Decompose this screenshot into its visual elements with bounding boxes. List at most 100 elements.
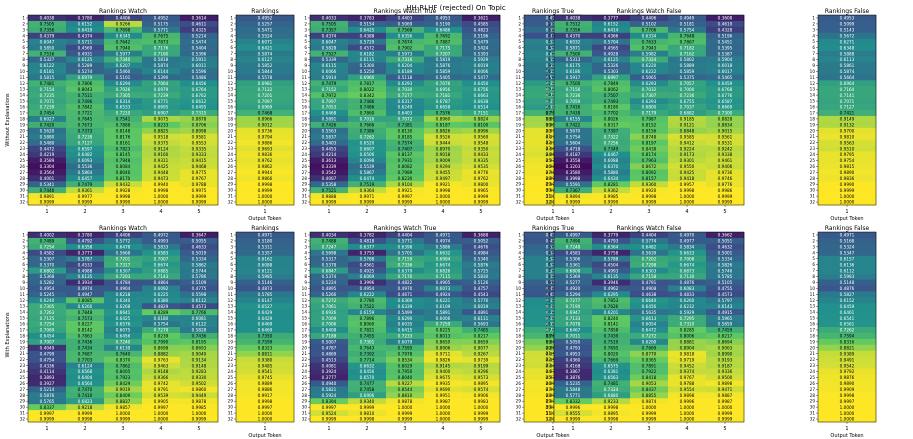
y-tick-label: 4 bbox=[548, 33, 551, 38]
y-tick-label: 1 bbox=[518, 15, 521, 20]
heatmap-cell bbox=[554, 344, 593, 352]
heatmap-cell bbox=[424, 261, 463, 268]
heatmap-cell bbox=[668, 362, 707, 369]
y-tick-label: 23 bbox=[810, 146, 816, 151]
heatmap-cell bbox=[348, 291, 387, 298]
heatmap-cell bbox=[462, 110, 501, 117]
heatmap-cell bbox=[66, 243, 105, 251]
heatmap-cell bbox=[554, 327, 593, 334]
heatmap-cell bbox=[462, 151, 501, 158]
cell-value-label: 0.7381 bbox=[398, 123, 413, 128]
heatmap-cell bbox=[592, 285, 631, 292]
heatmap-cell bbox=[142, 321, 181, 328]
cell-value-label: 0.5852 bbox=[258, 63, 273, 68]
y-tick-label: 23 bbox=[302, 363, 308, 368]
y-tick-label: 10 bbox=[516, 286, 522, 291]
heatmap-cell bbox=[462, 15, 501, 22]
heatmap-cell bbox=[142, 303, 181, 310]
heatmap-cell bbox=[66, 368, 105, 375]
cell-value-label: 0.7259 bbox=[436, 322, 451, 327]
cell-value-label: 0.6469 bbox=[258, 328, 273, 333]
heatmap-cell bbox=[706, 56, 745, 63]
cell-value-label: 0.5620 bbox=[40, 128, 55, 133]
cell-value-label: 0.7950 bbox=[398, 369, 413, 374]
x-axis-label: Output Token bbox=[830, 216, 863, 222]
y-tick-label: 9 bbox=[548, 280, 551, 285]
heatmap-cell bbox=[66, 50, 105, 57]
cell-value-label: 0.5306 bbox=[566, 256, 581, 261]
heatmap-cell bbox=[554, 368, 593, 375]
cell-value-label: 0.4374 bbox=[322, 33, 337, 38]
cell-value-label: 1.0000 bbox=[840, 200, 855, 205]
heatmap-cell bbox=[668, 110, 707, 117]
heatmap-cell bbox=[310, 169, 349, 176]
cell-value-label: 0.9461 bbox=[718, 158, 733, 163]
cell-value-label: 0.9957 bbox=[680, 182, 695, 187]
cell-value-label: 0.9999 bbox=[642, 417, 657, 422]
heatmap-cell bbox=[104, 273, 143, 280]
cell-value-label: 0.4993 bbox=[154, 239, 169, 244]
cell-value-label: 0.8810 bbox=[398, 393, 413, 398]
y-tick-label: 16 bbox=[20, 322, 26, 327]
heatmap-cell bbox=[180, 410, 219, 417]
heatmap-cell bbox=[104, 26, 143, 34]
y-tick-label: 24 bbox=[810, 152, 816, 157]
cell-value-label: 0.6018 bbox=[718, 63, 733, 68]
heatmap-cell bbox=[462, 181, 501, 188]
heatmap-cell bbox=[630, 338, 669, 346]
heatmap-cell bbox=[180, 50, 219, 57]
cell-value-label: 0.7356 bbox=[40, 28, 55, 33]
cell-value-label: 0.7673 bbox=[78, 123, 93, 128]
cell-value-label: 0.5725 bbox=[474, 268, 489, 273]
cell-value-label: 0.5786 bbox=[192, 274, 207, 279]
y-tick-label: 19 bbox=[228, 339, 234, 344]
y-tick-label: 24 bbox=[228, 152, 234, 157]
heatmap-cell bbox=[348, 121, 387, 129]
cell-value-label: 0.5387 bbox=[718, 51, 733, 56]
y-tick-label: 24 bbox=[20, 369, 26, 374]
heatmap-cell bbox=[66, 255, 105, 262]
heatmap-cell bbox=[142, 237, 181, 245]
heatmap-cell bbox=[462, 232, 501, 239]
cell-value-label: 0.7203 bbox=[116, 274, 131, 279]
cell-value-label: 0.8225 bbox=[436, 328, 451, 333]
y-tick-label: 16 bbox=[228, 322, 234, 327]
heatmap-cell bbox=[236, 332, 295, 340]
y-tick-label: 8 bbox=[548, 274, 551, 279]
y-tick-label: 26 bbox=[546, 164, 552, 169]
cell-value-label: 0.4952 bbox=[154, 16, 169, 21]
cell-value-label: 0.8659 bbox=[474, 340, 489, 345]
cell-value-label: 0.4671 bbox=[398, 292, 413, 297]
heatmap-cell bbox=[462, 20, 501, 28]
cell-value-label: 0.5250 bbox=[360, 69, 375, 74]
cell-value-label: 0.4504 bbox=[604, 262, 619, 267]
heatmap-cell bbox=[818, 327, 877, 334]
heatmap-cell bbox=[592, 368, 631, 375]
heatmap-cell bbox=[180, 44, 219, 51]
heatmap-cell bbox=[706, 243, 745, 251]
heatmap-cell bbox=[236, 98, 295, 105]
cell-value-label: 0.9548 bbox=[474, 140, 489, 145]
heatmap-cell bbox=[348, 104, 387, 111]
cell-value-label: 0.9762 bbox=[258, 158, 273, 163]
cell-value-label: 0.5375 bbox=[680, 75, 695, 80]
heatmap-cell bbox=[630, 362, 669, 369]
cell-value-label: 0.6506 bbox=[360, 152, 375, 157]
cell-value-label: 0.7392 bbox=[360, 351, 375, 356]
heatmap-cell bbox=[142, 255, 181, 262]
heatmap-cell bbox=[66, 145, 105, 152]
cell-value-label: 0.7277 bbox=[566, 298, 581, 303]
cell-value-label: 1.0000 bbox=[116, 411, 131, 416]
cell-value-label: 0.5143 bbox=[840, 28, 855, 33]
cell-value-label: 0.3608 bbox=[718, 16, 733, 21]
cell-value-label: 0.6873 bbox=[680, 268, 695, 273]
heatmap-cell bbox=[180, 32, 219, 40]
heatmap-cell bbox=[668, 315, 707, 322]
cell-value-label: 0.7272 bbox=[322, 298, 337, 303]
heatmap-cell bbox=[818, 249, 877, 257]
y-tick-label: 28 bbox=[20, 393, 26, 398]
cell-value-label: 0.7141 bbox=[840, 93, 855, 98]
cell-value-label: 0.4784 bbox=[116, 280, 131, 285]
cell-value-label: 0.8174 bbox=[642, 152, 657, 157]
cell-value-label: 0.4864 bbox=[154, 280, 169, 285]
